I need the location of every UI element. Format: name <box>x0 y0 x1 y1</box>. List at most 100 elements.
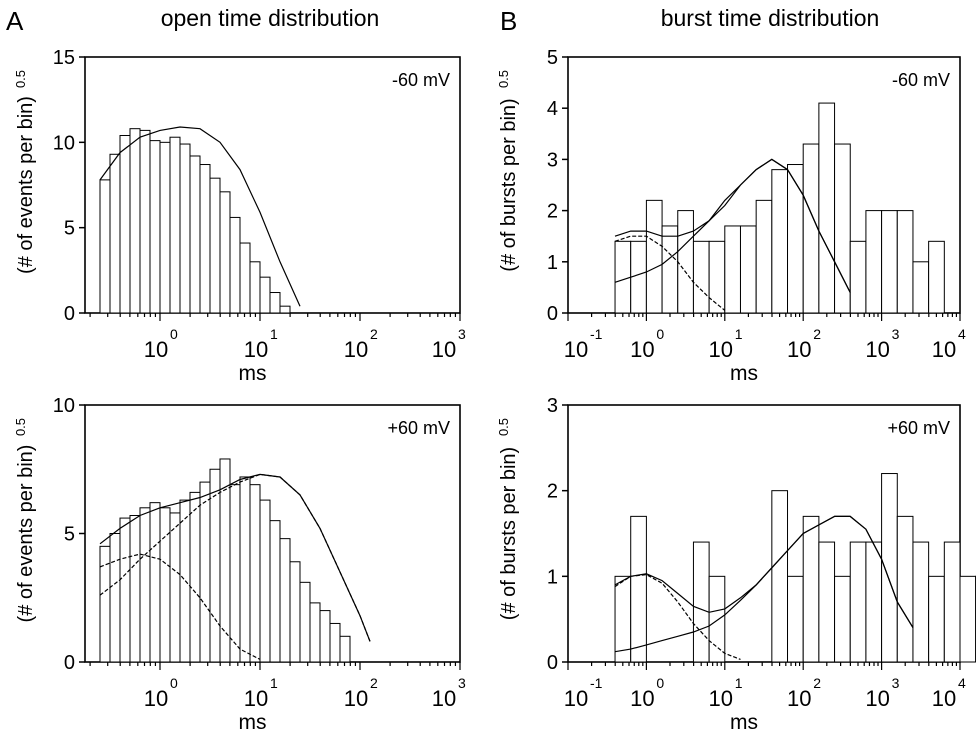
histogram-bar <box>677 210 694 314</box>
histogram-bar <box>299 581 311 663</box>
histogram-bar <box>739 225 757 314</box>
y-tick-label: 0 <box>547 652 558 674</box>
histogram-bar <box>912 541 930 663</box>
x-tick-label-base: 10 <box>865 337 889 362</box>
histogram-bar <box>289 561 301 663</box>
histogram-bar <box>755 199 773 314</box>
x-axis-label: ms <box>239 711 267 733</box>
histogram-bar <box>189 491 201 663</box>
histogram-bar <box>865 210 883 314</box>
x-tick-label-base: 10 <box>564 686 588 711</box>
x-tick-label-base: 10 <box>787 686 811 711</box>
x-tick-label-exponent: 1 <box>270 675 278 691</box>
y-axis-label: (# of bursts per bin) <box>498 98 520 271</box>
x-tick-label-exponent: 1 <box>270 326 278 342</box>
x-tick-label-base: 10 <box>564 337 588 362</box>
histogram-bar <box>269 520 281 663</box>
histogram-bar <box>259 276 271 314</box>
y-tick-label: 5 <box>64 218 75 240</box>
histogram-bar <box>865 541 883 663</box>
histogram-bar <box>818 102 836 314</box>
y-tick-label: 5 <box>547 47 558 69</box>
panel-a-title: open time distribution <box>161 5 380 31</box>
histogram-bar <box>169 512 181 663</box>
histogram-bar <box>943 541 961 663</box>
histogram-bar <box>661 225 679 314</box>
histogram-bar <box>119 135 131 314</box>
x-tick-label-base: 10 <box>432 686 456 711</box>
histogram-bar <box>99 179 111 314</box>
histogram-bar <box>269 292 281 314</box>
x-tick-label-exponent: 3 <box>458 675 466 691</box>
x-axis-label: ms <box>730 711 758 733</box>
y-axis-label: (# of events per bin) <box>15 96 37 274</box>
histogram-bar <box>149 502 161 663</box>
histogram-bar <box>614 240 632 314</box>
x-axis-label: ms <box>239 362 267 385</box>
histogram-bar <box>912 261 930 314</box>
x-tick-label-exponent: 1 <box>735 326 743 342</box>
panel-b-letter: B <box>500 6 517 36</box>
histogram-bar <box>239 242 251 314</box>
x-tick-label-base: 10 <box>630 686 654 711</box>
histogram-bar <box>179 143 191 314</box>
y-tick-label: 0 <box>547 303 558 325</box>
x-tick-label-exponent: 4 <box>958 326 966 342</box>
histogram-bar <box>169 136 181 314</box>
histogram-bar <box>109 533 121 663</box>
voltage-annotation: +60 mV <box>387 418 450 438</box>
panel-a-letter: A <box>6 6 24 36</box>
voltage-annotation: +60 mV <box>887 418 950 438</box>
histogram-bar <box>339 635 351 663</box>
x-axis-label: ms <box>730 362 758 385</box>
voltage-annotation: -60 mV <box>392 70 450 90</box>
histogram-bar <box>209 468 221 663</box>
y-axis-label: (# of bursts per bin) <box>498 447 520 620</box>
x-tick-label-exponent: 2 <box>813 326 821 342</box>
x-tick-label-base: 10 <box>709 337 733 362</box>
histogram-bar <box>834 575 851 663</box>
histogram-bar <box>818 541 836 663</box>
y-tick-label: 0 <box>64 303 75 325</box>
histogram-bar <box>119 517 131 663</box>
x-tick-label-exponent: -1 <box>590 326 603 342</box>
histogram-bar <box>787 575 804 663</box>
histogram-bar <box>928 575 945 663</box>
fit-curve-dashed <box>99 473 371 642</box>
histogram-bar <box>209 177 221 314</box>
y-tick-label: 1 <box>547 252 558 274</box>
histogram-bar <box>319 610 331 663</box>
x-tick-label-exponent: 0 <box>170 675 178 691</box>
x-tick-label-base: 10 <box>865 686 889 711</box>
histogram-bar <box>771 490 789 663</box>
x-tick-label-exponent: -1 <box>590 675 603 691</box>
plot-frame <box>567 404 961 663</box>
x-tick-label-exponent: 0 <box>656 326 664 342</box>
y-axis-label-exponent: 0.5 <box>496 418 511 436</box>
histogram-bar <box>199 481 211 663</box>
x-tick-label-base: 10 <box>344 337 368 362</box>
x-tick-label-exponent: 2 <box>813 675 821 691</box>
histogram-bar <box>139 507 151 663</box>
panel-a-header: A open time distribution <box>6 5 379 36</box>
fit-curve <box>99 126 301 307</box>
x-tick-label-exponent: 0 <box>656 675 664 691</box>
y-tick-label: 10 <box>53 395 75 417</box>
y-tick-label: 3 <box>547 149 558 171</box>
x-tick-label-base: 10 <box>630 337 654 362</box>
histogram-bar <box>279 538 291 663</box>
histogram-bar <box>645 199 663 314</box>
histogram-bar <box>159 141 171 314</box>
histogram-bar <box>219 191 231 314</box>
histogram-bar <box>199 164 211 314</box>
histogram-bar <box>708 240 726 314</box>
histogram-bar <box>959 575 976 663</box>
y-tick-label: 0 <box>64 652 75 674</box>
histogram-bar <box>896 210 914 314</box>
histogram-bar <box>692 240 710 314</box>
y-axis-label-exponent: 0.5 <box>13 70 28 88</box>
histogram-bar <box>771 169 789 314</box>
histogram-bar <box>149 140 161 314</box>
x-tick-label-base: 10 <box>787 337 811 362</box>
